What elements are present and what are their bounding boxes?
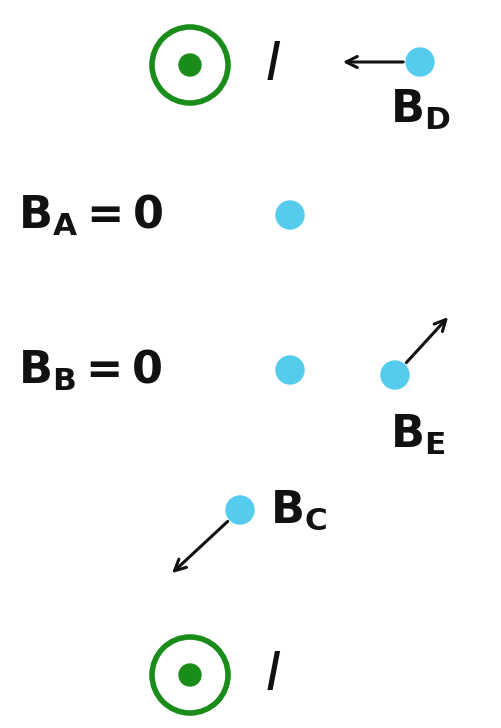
Text: $\mathit{I}$: $\mathit{I}$ <box>265 39 281 90</box>
Circle shape <box>406 48 434 76</box>
Circle shape <box>179 664 201 686</box>
Circle shape <box>276 356 304 384</box>
Text: $\mathbf{B_A=0}$: $\mathbf{B_A=0}$ <box>18 192 163 237</box>
Text: $\mathbf{B_D}$: $\mathbf{B_D}$ <box>390 88 450 132</box>
Text: $\mathit{I}$: $\mathit{I}$ <box>265 649 281 700</box>
Circle shape <box>226 496 254 524</box>
Text: $\mathbf{B_C}$: $\mathbf{B_C}$ <box>270 488 327 531</box>
Circle shape <box>381 361 409 389</box>
Text: $\mathbf{B_E}$: $\mathbf{B_E}$ <box>390 413 445 457</box>
Text: $\mathbf{B_B=0}$: $\mathbf{B_B=0}$ <box>18 347 163 392</box>
Circle shape <box>276 201 304 229</box>
Circle shape <box>179 54 201 76</box>
